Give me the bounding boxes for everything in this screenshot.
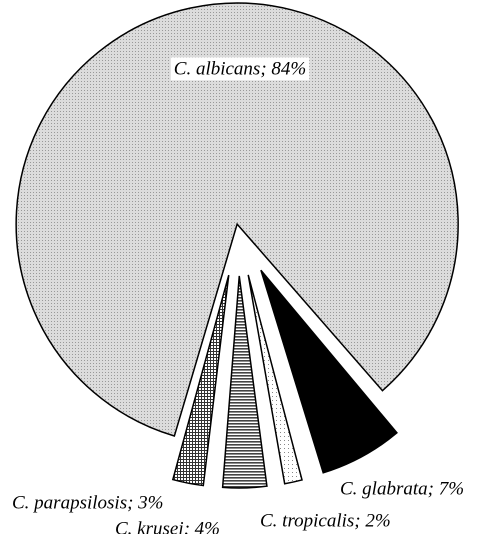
slice-label: C. krusei; 4% <box>115 518 220 534</box>
pie-slice <box>171 274 230 487</box>
slice-label: C. tropicalis; 2% <box>260 510 391 531</box>
slice-label: C. parapsilosis; 3% <box>12 492 164 513</box>
pie-slice <box>15 2 459 437</box>
label-box <box>170 57 310 81</box>
slice-label: C. albicans; 84% <box>174 58 306 79</box>
slice-label: C. glabrata; 7% <box>340 478 464 499</box>
pie-slice <box>260 269 398 474</box>
pie-slice <box>247 274 303 485</box>
pie-slice <box>221 275 268 489</box>
